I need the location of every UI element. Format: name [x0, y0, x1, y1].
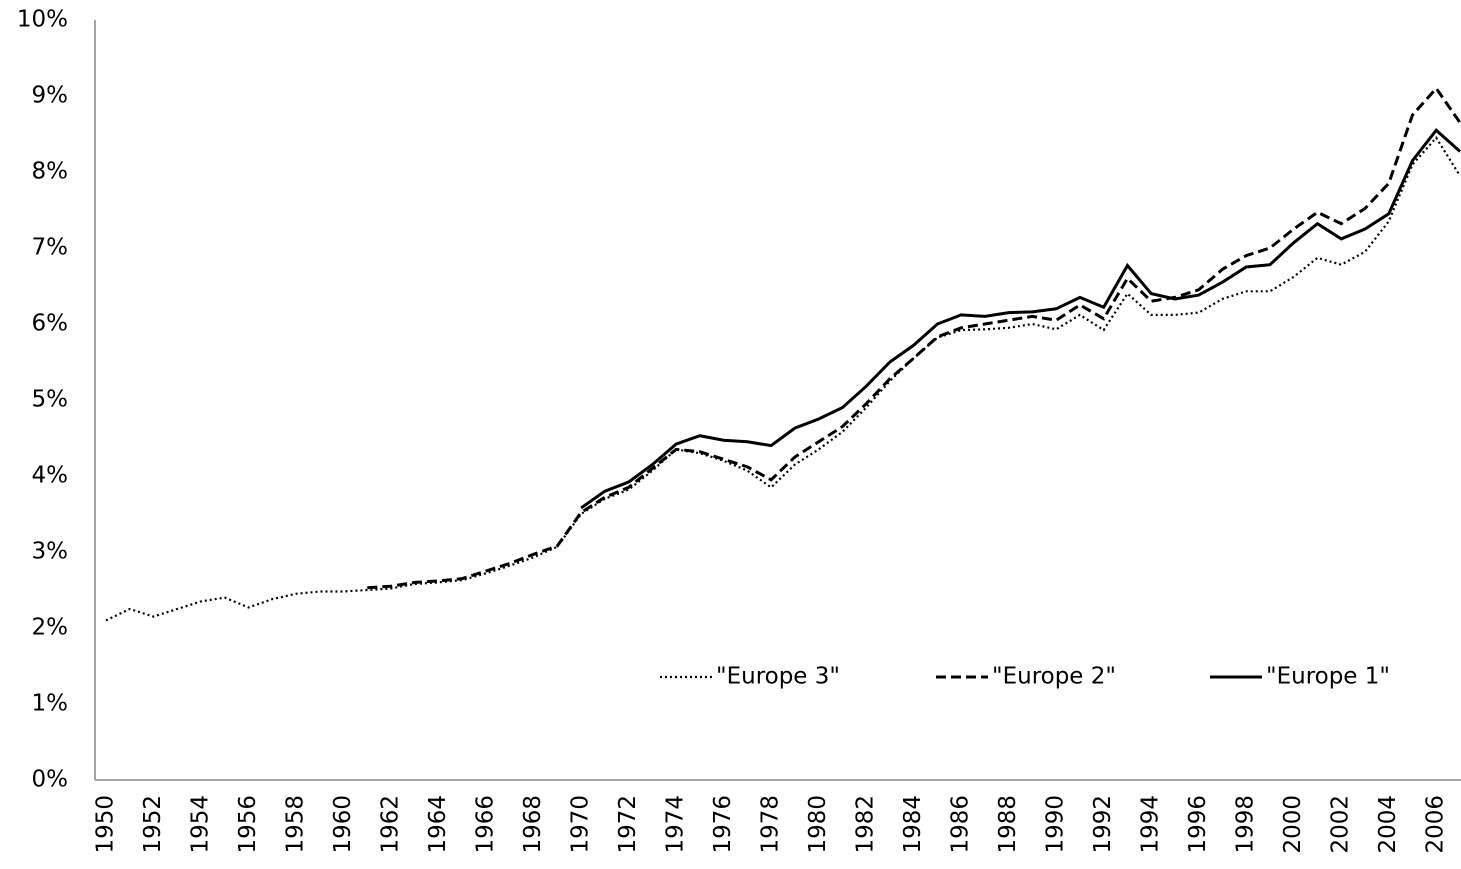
series-line — [105, 135, 1461, 622]
x-tick-label: 1988 — [995, 795, 1021, 854]
x-tick-label: 1960 — [330, 795, 356, 854]
x-tick-label: 1958 — [283, 795, 309, 854]
x-tick-label: 1954 — [188, 795, 214, 854]
x-tick-label: 1966 — [473, 795, 499, 854]
x-tick-label: 1964 — [425, 795, 451, 854]
series-line — [580, 128, 1461, 510]
x-tick-label: 1956 — [235, 795, 261, 854]
y-tick-label: 10% — [17, 7, 68, 33]
x-tick-label: 1950 — [93, 795, 119, 854]
y-tick-label: 4% — [32, 463, 69, 489]
x-tick-label: 2000 — [1280, 795, 1306, 854]
x-tick-label: 1980 — [805, 795, 831, 854]
x-tick-label: 1974 — [663, 795, 689, 854]
x-tick-label: 1952 — [140, 795, 166, 854]
x-tick-label: 1972 — [615, 795, 641, 854]
y-tick-label: 9% — [32, 83, 69, 109]
x-tick-label: 1996 — [1185, 795, 1211, 854]
x-tick-label: 1976 — [710, 795, 736, 854]
y-tick-label: 8% — [32, 159, 69, 185]
x-tick-label: 1994 — [1138, 795, 1164, 854]
y-tick-label: 6% — [32, 311, 69, 337]
series-line — [367, 85, 1461, 590]
x-tick-label: 1984 — [900, 795, 926, 854]
x-tick-label: 1962 — [378, 795, 404, 854]
legend-label: "Europe 1" — [1266, 664, 1390, 690]
legend-label: "Europe 3" — [716, 664, 840, 690]
x-tick-label: 1970 — [568, 795, 594, 854]
x-tick-label: 2002 — [1328, 795, 1354, 854]
x-tick-label: 1982 — [853, 795, 879, 854]
x-tick-label: 1968 — [520, 795, 546, 854]
x-tick-label: 1998 — [1233, 795, 1259, 854]
x-tick-label: 1992 — [1090, 795, 1116, 854]
x-tick-label: 1990 — [1043, 795, 1069, 854]
x-tick-label: 1986 — [948, 795, 974, 854]
x-tick-label: 2004 — [1375, 795, 1401, 854]
y-tick-label: 2% — [32, 615, 69, 641]
y-tick-label: 0% — [32, 767, 69, 793]
y-tick-label: 1% — [32, 691, 69, 717]
legend-label: "Europe 2" — [992, 664, 1116, 690]
y-tick-label: 7% — [32, 235, 69, 261]
y-tick-label: 5% — [32, 387, 69, 413]
y-tick-label: 3% — [32, 539, 69, 565]
x-tick-label: 1978 — [758, 795, 784, 854]
x-tick-label: 2006 — [1423, 795, 1449, 854]
